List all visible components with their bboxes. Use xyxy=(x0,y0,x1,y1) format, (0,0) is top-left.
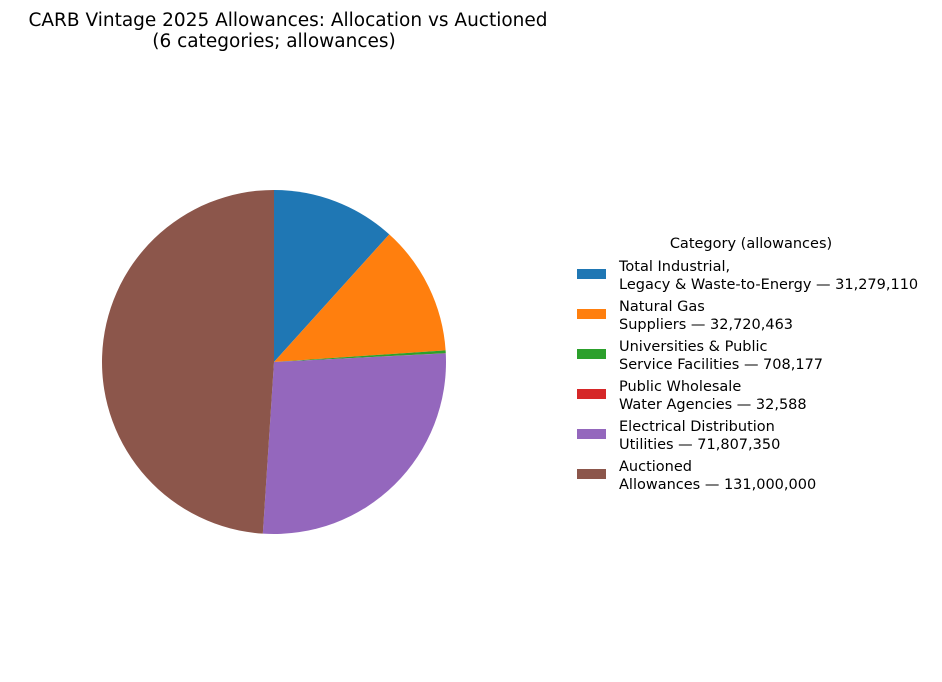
pie-slice-2 xyxy=(274,350,446,362)
legend-swatch-4 xyxy=(577,429,606,439)
legend-label-5-line-2: Allowances — 131,000,000 xyxy=(619,477,816,493)
chart-title-line-1: CARB Vintage 2025 Allowances: Allocation… xyxy=(28,10,547,31)
legend-swatch-3 xyxy=(577,389,606,399)
chart-title-line-2: (6 categories; allowances) xyxy=(152,31,396,52)
legend-swatch-2 xyxy=(577,349,606,359)
legend-label-1-line-2: Suppliers — 32,720,463 xyxy=(619,317,793,333)
legend: Category (allowances) Total Industrial, L… xyxy=(577,236,918,493)
legend-label-3-line-1: Public Wholesale xyxy=(619,379,741,395)
legend-label-0-line-2: Legacy & Waste-to-Energy — 31,279,110 xyxy=(619,277,918,293)
pie-slice-3 xyxy=(274,353,446,362)
pie-wedges xyxy=(101,190,446,534)
pie-slice-0 xyxy=(274,190,390,362)
legend-swatch-5 xyxy=(577,469,606,479)
legend-swatch-1 xyxy=(577,309,606,319)
legend-label-4-line-1: Electrical Distribution xyxy=(619,419,775,435)
legend-label-1-line-1: Natural Gas xyxy=(619,299,705,315)
legend-title: Category (allowances) xyxy=(670,236,832,252)
legend-swatch-0 xyxy=(577,269,606,279)
legend-label-5-line-1: Auctioned xyxy=(619,459,692,475)
legend-label-0-line-1: Total Industrial, xyxy=(618,259,730,275)
pie-slice-5 xyxy=(101,190,274,534)
legend-label-3-line-2: Water Agencies — 32,588 xyxy=(619,397,807,413)
legend-label-4-line-2: Utilities — 71,807,350 xyxy=(619,437,780,453)
legend-label-2-line-1: Universities & Public xyxy=(619,339,768,355)
legend-label-2-line-2: Service Facilities — 708,177 xyxy=(619,357,823,373)
pie-slice-4 xyxy=(262,353,446,534)
pie-slice-1 xyxy=(274,234,446,362)
